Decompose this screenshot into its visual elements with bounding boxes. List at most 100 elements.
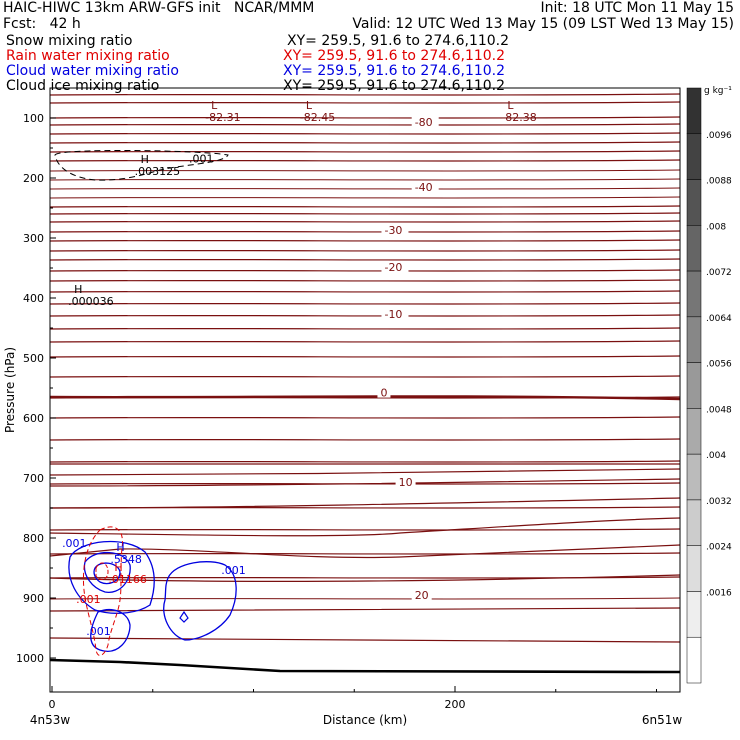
cloud-water-contour <box>90 609 131 652</box>
isotherm-line <box>49 269 681 272</box>
contour-label-background <box>411 180 439 192</box>
isotherm-line <box>49 230 681 233</box>
colorbar-swatch <box>686 408 702 455</box>
contour-value-label: .001 <box>189 152 214 165</box>
y-tick-label: 700 <box>23 472 44 485</box>
colorbar-swatch <box>686 270 702 318</box>
isotherm-line <box>49 220 681 223</box>
isotherm-line <box>49 93 681 96</box>
colorbar-unit: g kg⁻¹ <box>704 86 732 96</box>
isotherm-line <box>49 327 681 330</box>
field-xy-cloudwater: XY= 259.5, 91.6 to 274.6,110.2 <box>283 63 506 79</box>
colorbar: .0096 .0088 .008 .0072 .0064 .0056 .0048 .004 .0… <box>686 86 732 684</box>
colorbar-label: .0096 <box>706 131 732 141</box>
field-xy-cloudice: XY= 259.5, 91.6 to 274.6,110.2 <box>283 78 506 94</box>
isotherm-line <box>49 132 681 135</box>
cloud-water-contour <box>83 551 131 593</box>
plot-labels: -80-40-30-20-1001020L-82.31L-82.45L-82.3… <box>62 99 537 638</box>
colorbar-swatch <box>686 545 702 592</box>
right-endpoint-label: 6n51w <box>642 713 683 727</box>
freezing-isotherm <box>49 395 681 401</box>
isotherm-line <box>49 169 681 172</box>
colorbar-label: .0064 <box>706 314 732 324</box>
y-tick-label: 500 <box>23 352 44 365</box>
field-name-snow: Snow mixing ratio <box>6 33 133 49</box>
isotherm-line <box>49 178 681 181</box>
colorbar-swatch <box>686 316 702 363</box>
temperature-contours <box>49 93 681 674</box>
header-title: HAIC-HIWC 13km ARW-GFS init NCAR/MMM <box>3 0 315 16</box>
high-marker: H <box>74 283 82 296</box>
y-tick-label: 300 <box>23 232 44 245</box>
contour-label-background <box>411 116 439 127</box>
high-marker: H <box>116 541 124 554</box>
isotherm-line <box>49 116 681 119</box>
rain-water-contour <box>82 526 124 656</box>
high-marker: H <box>114 561 122 574</box>
colorbar-swatch <box>686 362 702 409</box>
low-marker: L <box>211 99 218 112</box>
isotherm-line <box>49 205 681 208</box>
isotherm-line <box>49 340 681 343</box>
isotherm-line <box>49 468 681 476</box>
contour-label-background <box>381 261 409 273</box>
colorbar-label: .008 <box>706 222 726 232</box>
field-xy-rain: XY= 259.5, 91.6 to 274.6,110.2 <box>283 48 506 64</box>
extremum-value-label: .000036 <box>68 295 114 308</box>
isotherm-label: 0 <box>380 387 387 400</box>
isotherm-line <box>49 497 681 509</box>
y-tick-label: 100 <box>23 112 44 125</box>
isotherm-line <box>49 460 681 463</box>
isotherm-line <box>49 637 681 643</box>
field-name-rain: Rain water mixing ratio <box>6 48 170 64</box>
field-name-cloudwater: Cloud water mixing ratio <box>6 63 179 79</box>
contour-value-label: .001 <box>221 564 246 577</box>
extremum-value-label: .5348 <box>110 553 142 566</box>
isotherm-line <box>49 597 681 600</box>
y-tick-label: 600 <box>23 412 44 425</box>
isotherm-line <box>49 150 681 153</box>
hydrometeor-contours <box>54 149 237 656</box>
isotherm-line <box>49 290 681 293</box>
header-fcst: Fcst: 42 h <box>3 16 81 32</box>
isotherm-line <box>49 416 681 419</box>
contour-value-label: .001 <box>62 537 86 550</box>
isotherm-line <box>49 187 681 190</box>
low-marker: L <box>306 99 313 112</box>
isotherm-label: -80 <box>415 116 433 129</box>
isotherm-line <box>49 517 681 537</box>
high-marker: H <box>141 153 149 166</box>
colorbar-swatch <box>686 225 702 272</box>
x-tick-label: 200 <box>445 698 466 711</box>
colorbar-swatch <box>686 133 702 180</box>
plot-frame <box>49 87 681 693</box>
isotherm-line <box>49 375 681 378</box>
isotherm-line <box>49 302 681 305</box>
isotherm-line <box>49 544 681 559</box>
y-axis-label: Pressure (hPa) <box>3 347 17 433</box>
cloud-water-contour <box>163 561 237 641</box>
contour-value-label: .001 <box>86 625 111 638</box>
isotherm-line <box>49 101 681 104</box>
isotherm-label: -20 <box>384 261 402 274</box>
isotherm-line <box>49 249 681 252</box>
extremum-value-label: .003125 <box>135 165 181 178</box>
isotherm-label: 10 <box>399 476 413 489</box>
colorbar-label: .0088 <box>706 177 732 187</box>
contour-label-background <box>377 386 391 398</box>
contour-label-background <box>381 308 409 319</box>
extremum-value-label: -82.38 <box>501 111 536 124</box>
cloud-water-contour <box>68 540 155 614</box>
isotherm-line <box>49 196 681 199</box>
colorbar-label: .0048 <box>706 405 732 415</box>
colorbar-label: .0072 <box>706 268 732 278</box>
isotherm-line <box>49 478 681 487</box>
colorbar-swatch <box>686 591 702 638</box>
isotherm-line <box>49 438 681 441</box>
contour-label-background <box>395 476 416 487</box>
isotherm-line <box>49 159 681 162</box>
isotherm-line <box>49 123 681 126</box>
left-endpoint-label: 4n53w <box>30 713 71 727</box>
